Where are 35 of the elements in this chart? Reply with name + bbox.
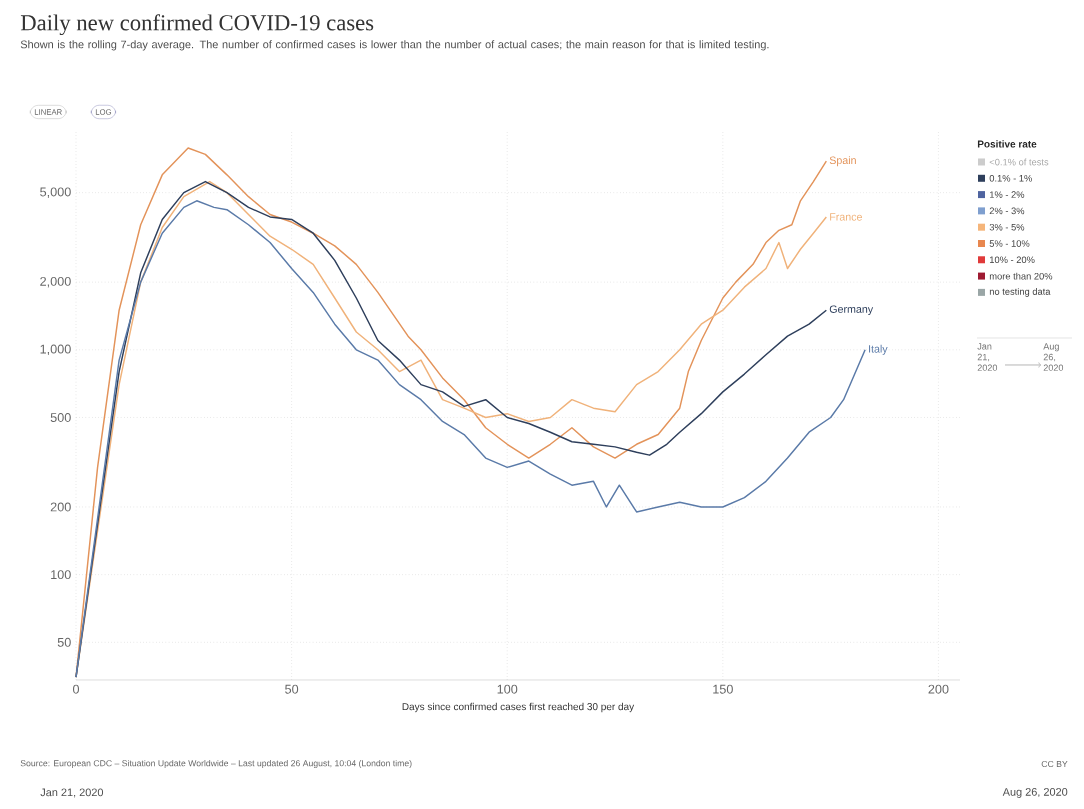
chart-subtitle: Shown is the rolling 7-day average. The number of confirmed cases is lower than the number of actual cases; the main reason for that is limited testing. (20, 40, 769, 51)
x-tick-label: 0 (72, 684, 80, 694)
text: Jan 21, 2020 (977, 343, 998, 371)
y-tick-label: 1,000 (40, 344, 71, 356)
text: 5% - 10% (989, 240, 1030, 247)
series-label: Italy (869, 344, 888, 355)
x-tick-label: 50 (285, 684, 299, 694)
y-tick-label: 500 (50, 413, 71, 422)
series-label: Germany (829, 305, 874, 316)
y-tick-label: 2,000 (40, 276, 71, 288)
x-axis-title: Days since confirmed cases first reached 30 per day (402, 702, 635, 713)
text: no testing data (989, 288, 1051, 297)
y-tick-label: 5,000 (40, 187, 71, 198)
y-tick-label: 200 (50, 502, 71, 512)
text: 2% - 3% (989, 207, 1025, 215)
text: Aug 26, 2020 (1043, 343, 1064, 371)
y-tick-label: 50 (57, 637, 71, 647)
chart-title: Daily new confirmed COVID-19 cases (20, 14, 374, 36)
source-note: Source: European CDC – Situation Update Worldwide – Last updated 26 August, 10:04 (London time) (20, 759, 412, 769)
x-tick-label: 100 (497, 684, 518, 694)
x-tick-label: 150 (713, 684, 733, 694)
text: 3% - 5% (989, 223, 1025, 231)
text: 1% - 2% (989, 191, 1025, 198)
text: more than 20% (989, 272, 1053, 280)
text: Aug 26, 2020 (1002, 788, 1068, 798)
series-label: Spain (829, 156, 856, 167)
text: CC BY (1041, 760, 1068, 768)
text: 10% - 20% (989, 256, 1035, 264)
legend-title: Positive rate (977, 140, 1037, 148)
y-tick-label: 100 (51, 570, 71, 580)
series-label: France (830, 213, 862, 221)
text: <0.1% of tests (989, 158, 1049, 166)
x-tick-label: 200 (928, 684, 949, 694)
text: 0.1% - 1% (989, 174, 1032, 182)
text: Jan 21, 2020 (40, 788, 104, 798)
